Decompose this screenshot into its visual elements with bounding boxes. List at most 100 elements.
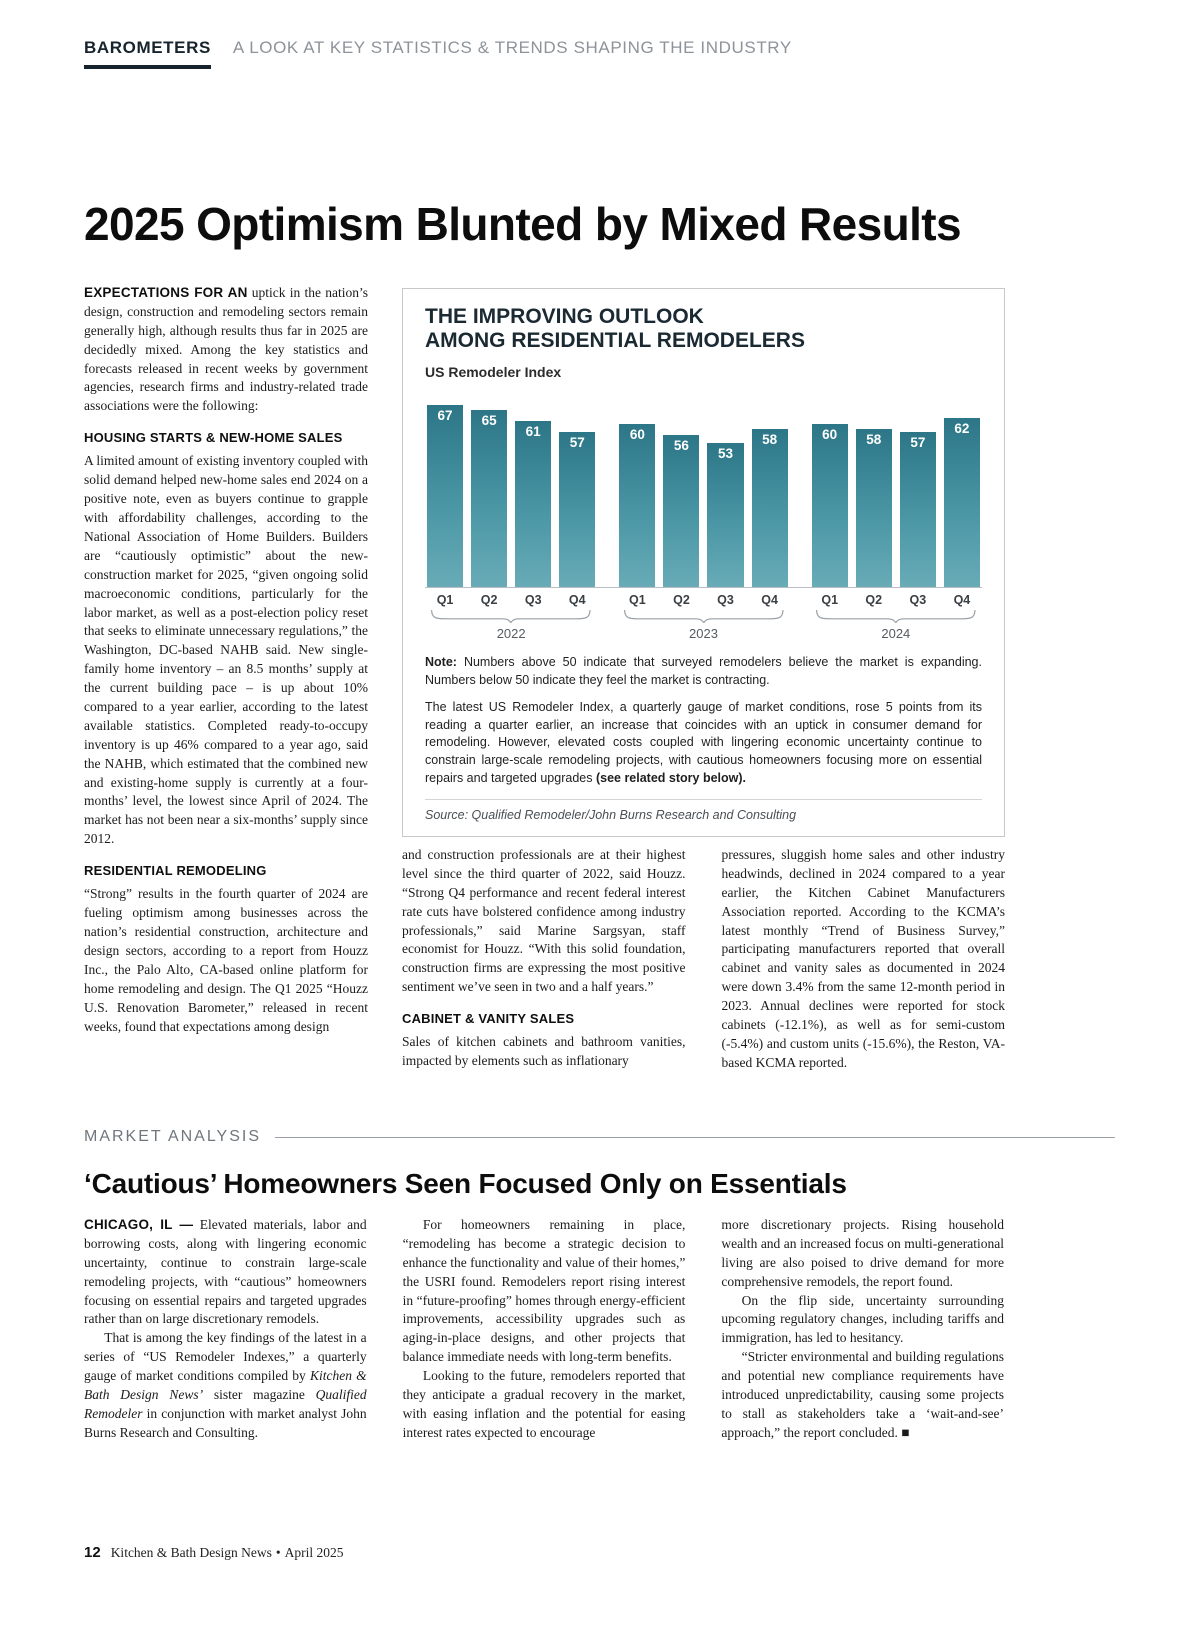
bar-value-label: 67 bbox=[437, 408, 453, 424]
section-label: BAROMETERS bbox=[84, 38, 211, 69]
chart-commentary: The latest US Remodeler Index, a quarter… bbox=[425, 699, 982, 788]
magazine-name-italic: Qualified Remodeler bbox=[84, 1387, 367, 1421]
remodeling-paragraph-col1: “Strong” results in the fourth quarter o… bbox=[84, 886, 368, 1034]
bar-2024-Q3: 57 bbox=[899, 432, 936, 588]
section-heading-remodeling: RESIDENTIAL REMODELING bbox=[84, 863, 267, 879]
bar-slot: 67 bbox=[427, 396, 464, 588]
x-tick-label: Q2 bbox=[865, 593, 883, 608]
section-heading-housing: HOUSING STARTS & NEW-HOME SALES bbox=[84, 430, 343, 446]
note-label: Note: bbox=[425, 655, 457, 670]
year-label: 2023 bbox=[689, 626, 718, 642]
bar-2024-Q4: 62 bbox=[943, 418, 980, 588]
x-tick-row: Q1 Q2 Q3 Q4 bbox=[619, 593, 787, 607]
page-number: 12 bbox=[84, 1544, 101, 1561]
footer-bullet: • bbox=[275, 1545, 281, 1560]
bar-slot: 61 bbox=[515, 396, 552, 588]
bar-2023-Q4: 58 bbox=[751, 429, 788, 588]
bar-value-label: 53 bbox=[718, 446, 734, 462]
ma-col1-p2-mid: sister magazine bbox=[203, 1387, 316, 1403]
ma-col1-p2-start: That is among the key findings of the la… bbox=[84, 1330, 367, 1384]
chart-commentary-text: The latest US Remodeler Index, a quarter… bbox=[425, 699, 982, 785]
bar-2022-Q4: 57 bbox=[559, 432, 596, 588]
bar-slot: 56 bbox=[663, 396, 700, 588]
chart-source: Source: Qualified Remodeler/John Burns R… bbox=[425, 798, 982, 822]
x-tick-label: Q2 bbox=[673, 593, 690, 608]
year-label: 2022 bbox=[496, 626, 526, 642]
bar-slot: 62 bbox=[943, 396, 980, 588]
bar-2023-Q3: 53 bbox=[707, 443, 744, 588]
bar-slot: 58 bbox=[751, 396, 788, 588]
ma-col2-p2: Looking to the future, remodelers report… bbox=[402, 1368, 686, 1440]
page-footer: 12 Kitchen & Bath Design News • April 2025 bbox=[84, 1544, 344, 1561]
intro-text: uptick in the nation’s design, construct… bbox=[84, 285, 369, 414]
bar-value-label: 58 bbox=[762, 432, 778, 448]
chart-title: THE IMPROVING OUTLOOK AMONG RESIDENTIAL R… bbox=[425, 305, 982, 352]
article-columns-2-3: and construction professionals are at th… bbox=[402, 846, 1005, 1073]
x-tick-label: Q4 bbox=[568, 593, 586, 608]
ma-col3-p3: “Stricter environmental and building reg… bbox=[721, 1349, 1004, 1440]
x-tick-label: Q1 bbox=[436, 593, 454, 608]
publication-name: Kitchen & Bath Design News bbox=[110, 1545, 272, 1560]
x-tick-label: Q2 bbox=[480, 593, 498, 608]
chart-commentary-bold: (see related story below). bbox=[595, 770, 747, 785]
x-tick-row: Q1 Q2 Q3 Q4 bbox=[812, 593, 980, 607]
market-analysis-section: MARKET ANALYSIS ‘Cautious’ Homeowners Se… bbox=[84, 1128, 1115, 1443]
bar-group-2022: 67 65 61 57 bbox=[427, 396, 596, 588]
bar-chart: 67 65 61 57 60 56 53 58 60 58 57 62 bbox=[425, 396, 982, 589]
group-brace-icon bbox=[623, 610, 785, 623]
bar-2024-Q1: 60 bbox=[811, 424, 848, 588]
x-tick-label: Q4 bbox=[953, 593, 971, 608]
chart-title-line1: THE IMPROVING OUTLOOK bbox=[425, 305, 704, 328]
intro-lead: EXPECTATIONS FOR AN bbox=[84, 285, 248, 300]
market-analysis-columns: CHICAGO, IL — Elevated materials, labor … bbox=[84, 1216, 1004, 1443]
bar-slot: 53 bbox=[707, 396, 744, 588]
article-headline: 2025 Optimism Blunted by Mixed Results bbox=[84, 198, 962, 250]
bar-slot: 57 bbox=[559, 396, 596, 588]
bar-2023-Q2: 56 bbox=[663, 435, 700, 588]
market-analysis-headline: ‘Cautious’ Homeowners Seen Focused Only … bbox=[84, 1168, 847, 1199]
year-label: 2024 bbox=[881, 626, 911, 642]
section-tagline: A LOOK AT KEY STATISTICS & TRENDS SHAPIN… bbox=[232, 38, 792, 57]
bar-value-label: 57 bbox=[910, 435, 926, 451]
axis-group-2024: Q1 Q2 Q3 Q4 2024 bbox=[812, 588, 980, 641]
market-analysis-kicker: MARKET ANALYSIS bbox=[84, 1128, 262, 1145]
chart-panel: THE IMPROVING OUTLOOK AMONG RESIDENTIAL R… bbox=[402, 288, 1005, 837]
article-column-1: EXPECTATIONS FOR AN uptick in the nation… bbox=[84, 284, 368, 1036]
bar-group-2024: 60 58 57 62 bbox=[811, 396, 980, 588]
section-heading-cabinet: CABINET & VANITY SALES bbox=[402, 1011, 575, 1027]
dateline: CHICAGO, IL — bbox=[84, 1217, 194, 1232]
chart-note: Note: Numbers above 50 indicate that sur… bbox=[425, 654, 982, 690]
bar-slot: 57 bbox=[899, 396, 936, 588]
axis-group-2022: Q1 Q2 Q3 Q4 2022 bbox=[427, 588, 595, 641]
sister-publication-italic: Kitchen & Bath Design News’ bbox=[84, 1368, 367, 1403]
ma-col3-p2: On the flip side, uncertainty surroundin… bbox=[721, 1292, 1004, 1346]
ma-col1-p1: CHICAGO, IL — Elevated materials, labor … bbox=[84, 1216, 367, 1329]
chart-subtitle: US Remodeler Index bbox=[425, 364, 562, 381]
ma-column-2: For homeowners remaining in place, “remo… bbox=[403, 1216, 686, 1443]
bar-chart-axis: Q1 Q2 Q3 Q4 2022 Q1 Q2 Q3 Q4 2023 Q1 Q2 Q3 Q4 2024 bbox=[425, 588, 982, 641]
issue-date: April 2025 bbox=[284, 1545, 344, 1560]
ma-col2-p1: For homeowners remaining in place, “remo… bbox=[402, 1217, 686, 1365]
x-tick-label: Q1 bbox=[821, 593, 839, 608]
bar-group-2023: 60 56 53 58 bbox=[619, 396, 788, 588]
bar-value-label: 65 bbox=[481, 413, 497, 429]
bar-value-label: 60 bbox=[822, 427, 838, 443]
bar-value-label: 60 bbox=[629, 427, 645, 443]
intro-paragraph: EXPECTATIONS FOR AN uptick in the nation… bbox=[84, 284, 368, 416]
bar-2022-Q2: 65 bbox=[471, 410, 508, 588]
bar-slot: 65 bbox=[471, 396, 508, 588]
article-column-3: pressures, sluggish home sales and other… bbox=[722, 846, 1006, 1073]
remodeling-paragraph-col2: and construction professionals are at th… bbox=[402, 847, 686, 995]
ma-col1-p2-end: in conjunction with market analyst John … bbox=[84, 1405, 367, 1440]
x-tick-label: Q1 bbox=[629, 593, 646, 608]
ma-col1-p1-text: Elevated materials, labor and borrowing … bbox=[84, 1217, 367, 1327]
kicker-rule bbox=[275, 1136, 1115, 1138]
axis-group-2023: Q1 Q2 Q3 Q4 2023 bbox=[619, 588, 787, 641]
x-tick-row: Q1 Q2 Q3 Q4 bbox=[427, 593, 595, 607]
bar-2022-Q3: 61 bbox=[515, 421, 552, 588]
bar-value-label: 61 bbox=[525, 424, 541, 440]
bar-2023-Q1: 60 bbox=[619, 424, 656, 588]
market-analysis-kicker-row: MARKET ANALYSIS bbox=[84, 1128, 1115, 1146]
group-brace-icon bbox=[815, 610, 977, 623]
